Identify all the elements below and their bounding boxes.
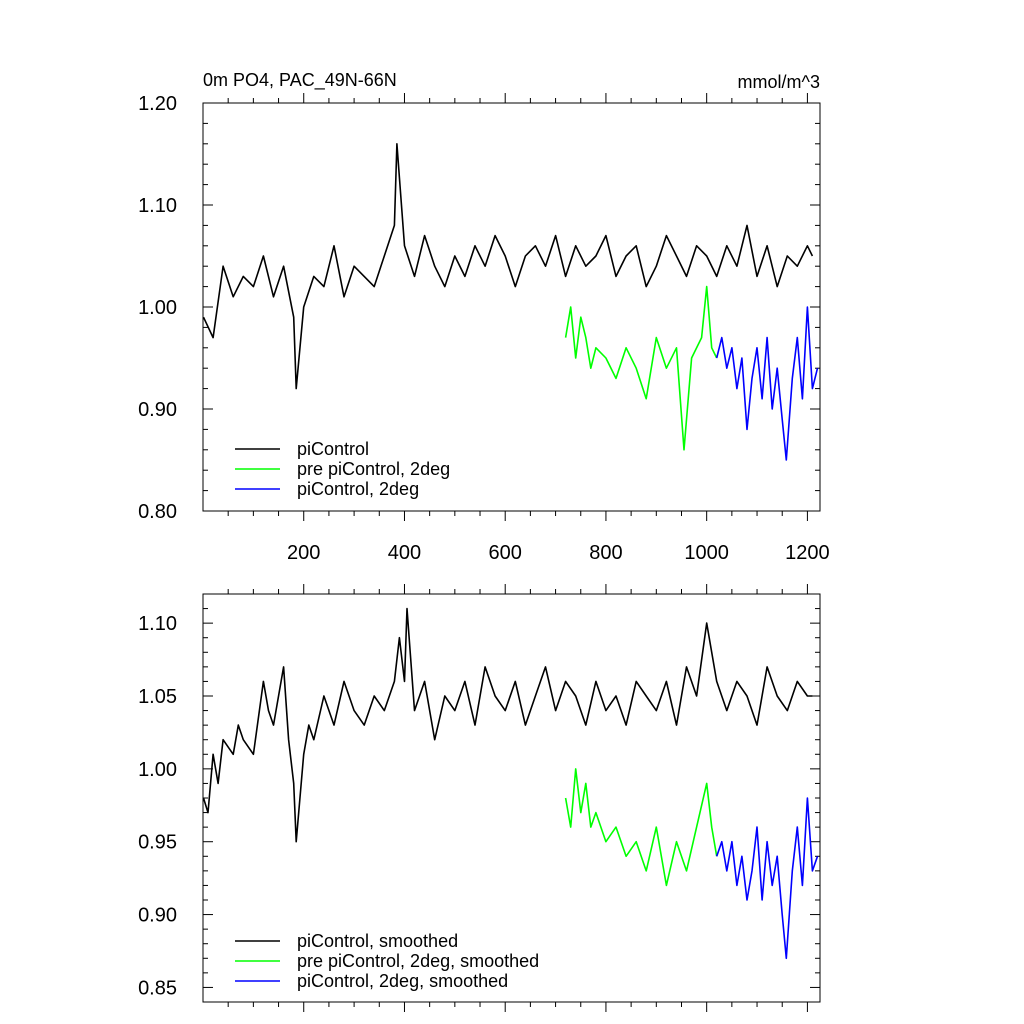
legend-label: piControl, 2deg, smoothed [297,971,508,991]
x-tick-label: 1000 [684,542,729,564]
y-tick-label: 0.95 [138,832,177,854]
x-tick-label: 200 [287,542,320,564]
y-tick-label: 1.10 [138,195,177,217]
y-tick-label: 0.80 [138,501,177,523]
series-line-3 [715,797,819,960]
legend-label: pre piControl, 2deg [297,459,450,479]
x-tick-label: 800 [589,542,622,564]
chart-title: 0m PO4, PAC_49N-66N [203,70,397,91]
x-tick-label: 1200 [785,542,830,564]
bottom-chart: 0.85 0.90 0.95 1.00 1.05 1.10 piControl, smoot… [138,584,821,1012]
plot-frame [202,593,821,1003]
top-chart: 0m PO4, PAC_49N-66N mmol/m^3 200 400 600 80… [138,70,830,564]
x-tick-label: 400 [388,542,421,564]
plot-frame [202,102,821,512]
y-tick-label: 1.00 [138,759,177,781]
series-line-2 [564,768,718,887]
series-line-1 [202,607,813,843]
y-tick-label: 0.85 [138,977,177,999]
series-line-2 [564,285,718,451]
y-tick-label: 1.10 [138,613,177,635]
x-tick-label: 600 [489,542,522,564]
legend-label: piControl, 2deg [297,479,419,499]
y-tick-label: 0.90 [138,399,177,421]
legend-label: pre piControl, 2deg, smoothed [297,951,539,971]
y-tick-label: 1.05 [138,686,177,708]
series-line-1 [202,143,814,390]
legend-label: piControl [297,439,369,459]
legend-label: piControl, smoothed [297,931,458,951]
y-tick-label: 1.20 [138,93,177,115]
units-label: mmol/m^3 [738,72,820,92]
series-line-3 [715,306,819,461]
y-tick-label: 0.90 [138,905,177,927]
y-tick-label: 1.00 [138,297,177,319]
